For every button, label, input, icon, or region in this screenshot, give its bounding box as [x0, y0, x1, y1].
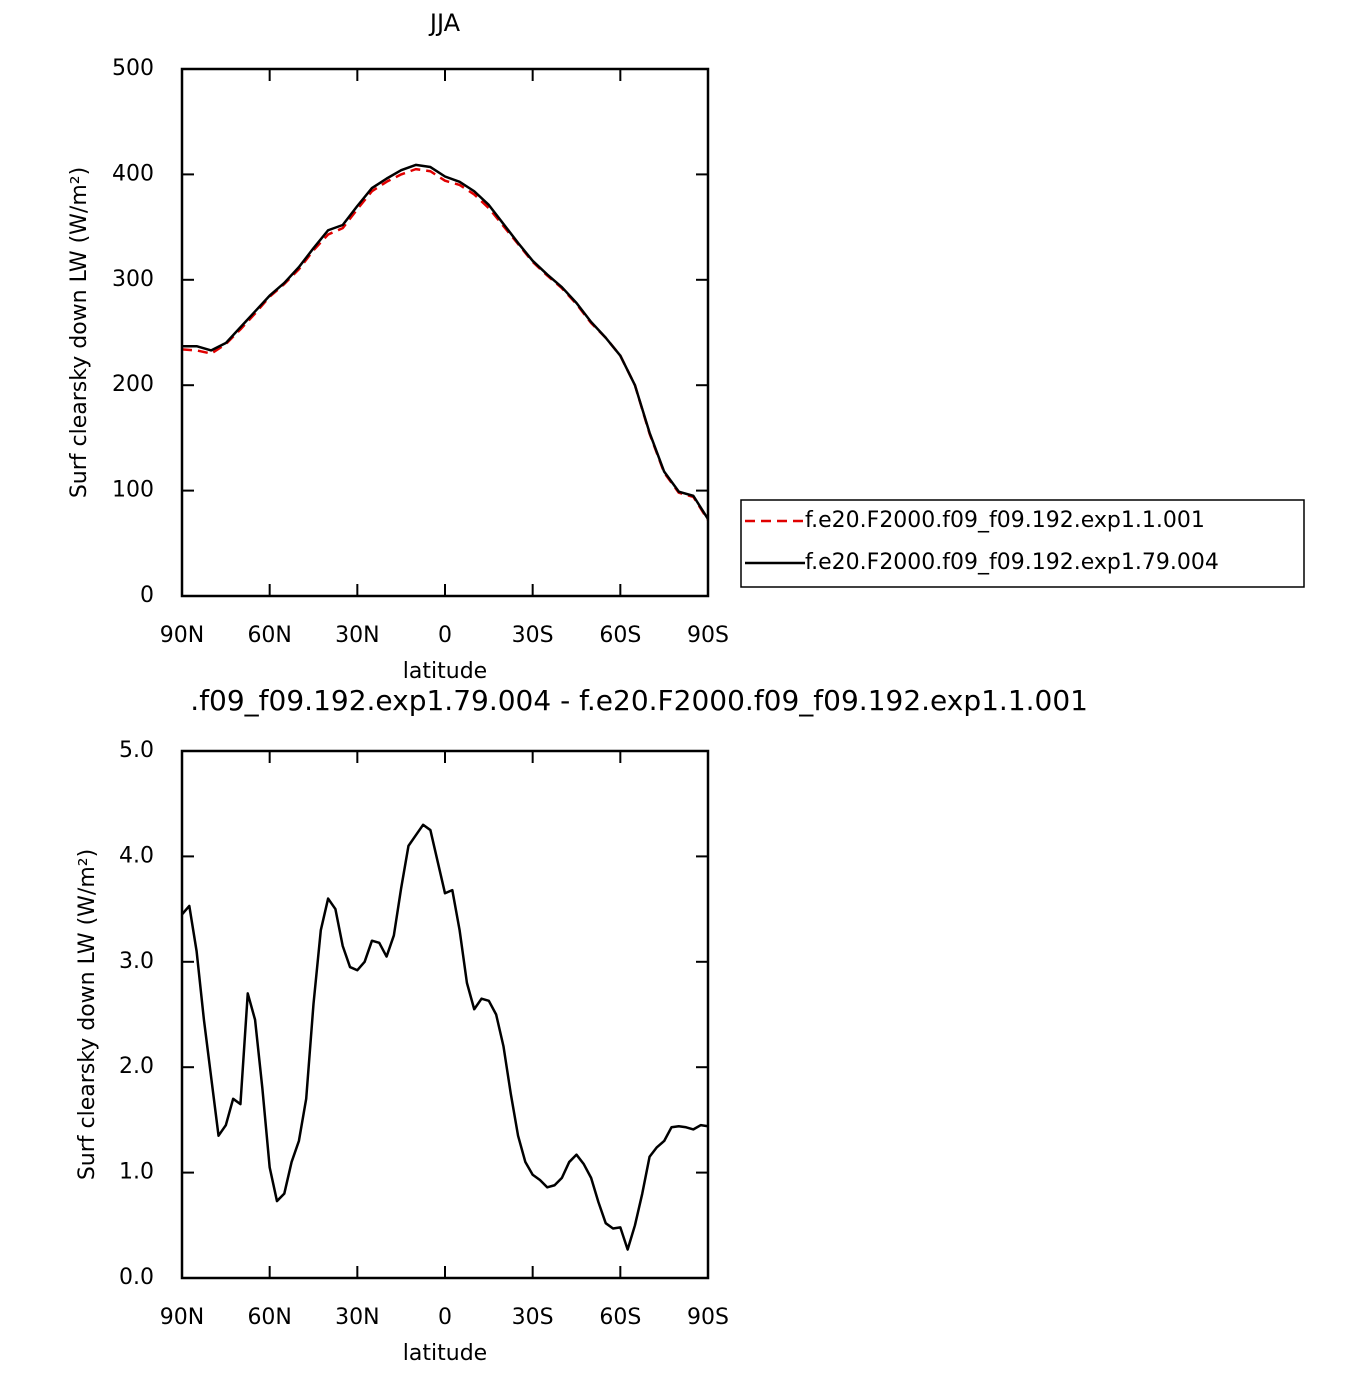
y-axis-label: Surf clearsky down LW (W/m²): [75, 849, 100, 1180]
x-tick-label: 60N: [247, 623, 291, 648]
x-tick-label: 60N: [247, 1305, 291, 1330]
x-tick-label: 30S: [512, 623, 554, 648]
x-tick-label: 90N: [160, 623, 204, 648]
plot-frame: [180, 749, 710, 1280]
x-tick-label: 30N: [335, 1305, 379, 1330]
x-tick-label: 90S: [687, 1305, 729, 1330]
x-axis-label: latitude: [403, 1341, 487, 1366]
y-tick-label: 3.0: [119, 949, 154, 974]
y-tick-label: 4.0: [119, 843, 154, 868]
x-tick-label: 60S: [599, 623, 641, 648]
y-tick-label: 1.0: [119, 1160, 154, 1185]
y-tick-label: 0.0: [119, 1265, 154, 1290]
x-tick-label: 90S: [687, 623, 729, 648]
x-tick-label: 30S: [512, 1305, 554, 1330]
y-tick-label: 400: [112, 161, 154, 186]
x-tick-label: 0: [438, 623, 452, 648]
y-tick-label: 200: [112, 372, 154, 397]
y-tick-label: 100: [112, 478, 154, 503]
y-tick-label: 0: [140, 583, 154, 608]
y-axis-label: Surf clearsky down LW (W/m²): [67, 167, 92, 498]
data-line: [182, 163, 710, 520]
chart-title: JJA: [428, 9, 461, 37]
y-tick-label: 2.0: [119, 1054, 154, 1079]
data-line: [181, 823, 709, 1251]
x-axis-label: latitude: [403, 659, 487, 684]
legend-label: f.e20.F2000.f09_f09.192.exp1.79.004: [805, 550, 1219, 575]
y-tick-label: 500: [112, 56, 154, 81]
chart-title: .f09_f09.192.exp1.79.004 - f.e20.F2000.f…: [190, 684, 1088, 717]
legend-label: f.e20.F2000.f09_f09.192.exp1.1.001: [805, 508, 1205, 533]
legend-box: [740, 499, 1305, 588]
plot-frame: [180, 67, 710, 598]
x-tick-label: 0: [438, 1305, 452, 1330]
data-line: [181, 167, 710, 521]
x-tick-label: 30N: [335, 623, 379, 648]
y-tick-label: 5.0: [119, 738, 154, 763]
x-tick-label: 90N: [160, 1305, 204, 1330]
y-tick-label: 300: [112, 267, 154, 292]
x-tick-label: 60S: [599, 1305, 641, 1330]
